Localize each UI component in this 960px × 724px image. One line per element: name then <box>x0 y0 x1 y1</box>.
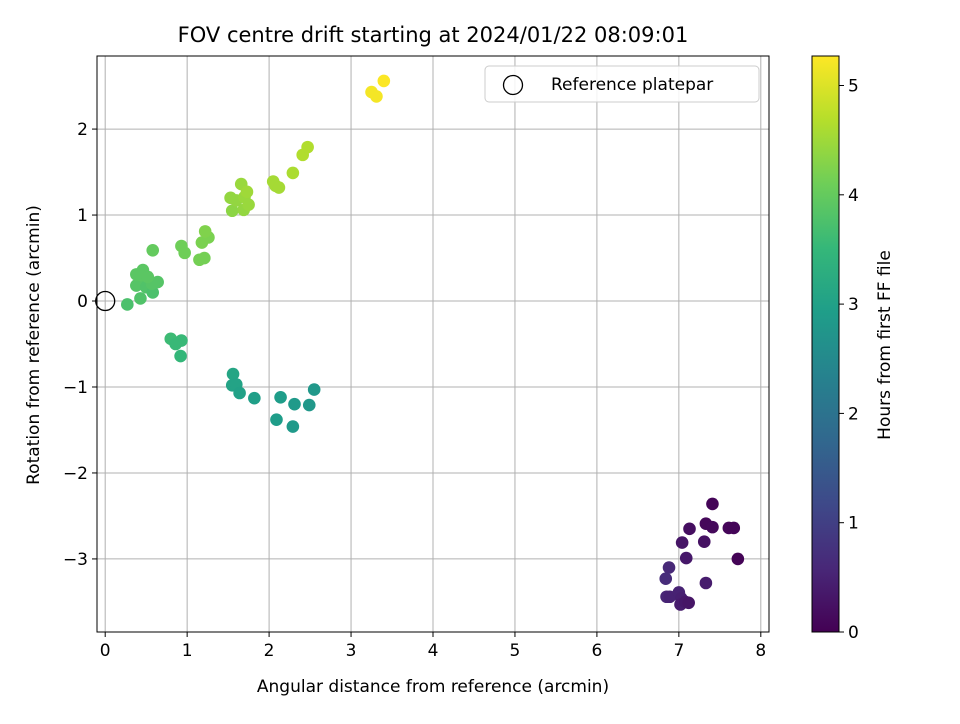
data-point <box>240 185 254 199</box>
data-point <box>675 536 689 549</box>
data-point <box>121 298 134 311</box>
legend-reference-marker <box>502 74 524 96</box>
data-point <box>151 275 164 289</box>
colorbar-tick-label: 1 <box>848 514 859 534</box>
data-point <box>248 391 261 405</box>
data-point <box>198 225 212 238</box>
colorbar-tick-label: 0 <box>848 623 859 643</box>
data-point <box>225 204 239 218</box>
data-point <box>174 349 187 363</box>
data-point <box>699 576 713 590</box>
data-point <box>233 386 246 400</box>
data-point <box>307 383 321 396</box>
colorbar-tick-label: 5 <box>848 77 859 97</box>
data-point <box>682 596 695 610</box>
data-point <box>286 420 300 433</box>
data-point <box>198 251 211 265</box>
data-point <box>659 572 673 585</box>
y-tick-label: 0 <box>77 292 88 312</box>
y-tick-label: −3 <box>63 550 88 570</box>
data-point <box>683 522 696 536</box>
data-point <box>662 561 676 574</box>
y-tick-label: 2 <box>77 120 88 140</box>
colorbar-ticks: 0 1 2 3 4 5 <box>839 77 859 643</box>
grid <box>97 56 769 632</box>
data-point <box>146 243 160 257</box>
data-point <box>370 90 383 103</box>
data-points <box>121 74 745 611</box>
x-tick-label: 6 <box>591 641 602 661</box>
x-tick-label: 5 <box>510 641 521 661</box>
data-point <box>727 521 741 535</box>
y-axis-label: Rotation from reference (arcmin) <box>24 205 44 485</box>
data-point <box>302 398 316 412</box>
data-point <box>706 520 719 534</box>
x-tick-label: 8 <box>755 641 766 661</box>
data-point <box>141 270 155 284</box>
colorbar-tick-label: 4 <box>848 186 859 206</box>
data-point <box>274 391 287 404</box>
legend-box <box>484 65 760 103</box>
colorbar-tick-label: 2 <box>848 404 859 424</box>
legend: Reference platepar <box>484 65 760 103</box>
legend-entry-reference: Reference platepar <box>551 75 713 95</box>
data-point <box>134 292 147 305</box>
x-tick-label: 3 <box>346 641 357 661</box>
y-axis-ticks: −3 −2 −1 0 1 2 <box>63 120 97 570</box>
data-point <box>377 74 391 88</box>
data-point <box>697 535 711 549</box>
data-point <box>272 181 286 194</box>
data-point <box>242 198 255 212</box>
data-point <box>706 497 719 511</box>
data-point <box>288 397 301 411</box>
data-point <box>679 551 693 565</box>
x-tick-label: 0 <box>100 641 111 661</box>
data-point <box>286 166 300 180</box>
colorbar-tick-label: 3 <box>848 295 859 315</box>
colorbar-label: Hours from first FF file <box>875 250 895 440</box>
x-tick-label: 2 <box>264 641 275 661</box>
data-point <box>301 140 314 154</box>
colorbar: 0 1 2 3 4 5 Hours from first FF file <box>811 55 895 643</box>
chart-title: FOV centre drift starting at 2024/01/22 … <box>178 23 689 47</box>
y-tick-label: −1 <box>63 378 88 398</box>
x-tick-label: 7 <box>673 641 684 661</box>
x-tick-label: 4 <box>428 641 439 661</box>
x-tick-label: 1 <box>182 641 193 661</box>
y-tick-label: 1 <box>77 206 88 226</box>
data-point <box>731 552 745 566</box>
data-point <box>226 367 240 381</box>
data-point <box>270 413 283 426</box>
y-tick-label: −2 <box>63 464 88 484</box>
x-axis-ticks: 0 1 2 3 4 5 6 7 8 <box>100 632 766 661</box>
data-point <box>178 246 191 260</box>
colorbar-gradient <box>812 56 839 632</box>
x-axis-label: Angular distance from reference (arcmin) <box>257 677 609 697</box>
colorbar-frame <box>811 55 840 633</box>
data-point <box>169 337 182 351</box>
